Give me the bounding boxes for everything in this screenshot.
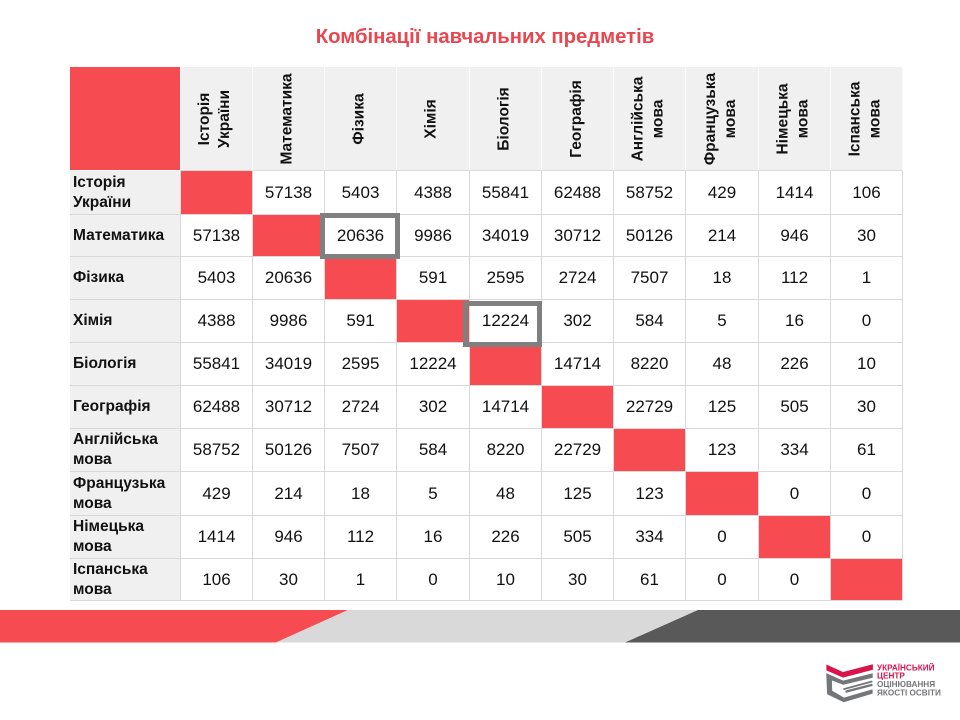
- svg-text:ОЦІНЮВАННЯ: ОЦІНЮВАННЯ: [877, 680, 935, 689]
- svg-text:ЦЕНТР: ЦЕНТР: [877, 672, 905, 681]
- svg-text:ЯКОСТІ ОСВІТИ: ЯКОСТІ ОСВІТИ: [877, 688, 941, 697]
- svg-text:УКРАЇНСЬКИЙ: УКРАЇНСЬКИЙ: [877, 661, 935, 672]
